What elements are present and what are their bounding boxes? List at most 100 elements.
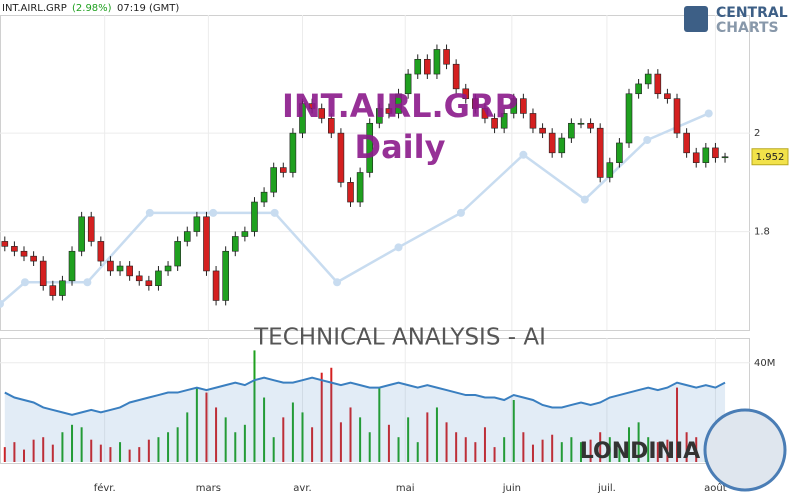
volume-bar: [541, 439, 544, 462]
candle-body: [97, 241, 105, 262]
candle-body: [558, 137, 566, 154]
volume-bar: [359, 417, 362, 462]
candle-body: [299, 103, 306, 134]
volume-bar: [272, 437, 275, 462]
volume-bar: [157, 437, 160, 462]
volume-bar: [560, 442, 563, 462]
volume-line: [4, 376, 726, 416]
logo-line1: CENTRAL: [716, 5, 788, 21]
volume-bar: [435, 407, 438, 462]
candle-body: [251, 201, 258, 232]
candle-body: [347, 182, 354, 203]
x-tick-label: mars: [196, 483, 221, 494]
candle-body: [616, 142, 623, 163]
candle-body: [577, 122, 585, 125]
candle-body: [164, 265, 172, 272]
candle-body: [702, 147, 710, 163]
candle-body: [318, 108, 326, 119]
candle-body: [500, 113, 508, 129]
candle-body: [712, 147, 719, 159]
last-price-label: 1.952: [756, 152, 785, 163]
x-tick-label: juil.: [597, 483, 616, 494]
volume-bar: [685, 432, 688, 462]
candle-body: [241, 231, 249, 237]
volume-bar: [291, 402, 294, 462]
candle-body: [491, 118, 498, 129]
candle-body: [155, 270, 162, 287]
candle-body: [174, 241, 181, 267]
volume-bar: [416, 442, 419, 462]
candle-body: [78, 216, 85, 252]
volume-bar: [138, 447, 141, 462]
volume-bar: [464, 437, 467, 462]
candle-body: [1, 241, 9, 247]
volume-bar: [167, 432, 170, 462]
candle-body: [183, 231, 191, 242]
candle-body: [212, 270, 220, 301]
volume-bar: [51, 444, 54, 462]
candle-body: [20, 250, 28, 257]
candle-body: [596, 127, 604, 178]
symbol: INT.AIRL.GRP: [2, 3, 67, 14]
volume-bar: [224, 417, 227, 462]
candle-body: [337, 132, 345, 183]
candle-body: [356, 172, 364, 203]
candle-body: [308, 103, 316, 109]
candle-body: [289, 132, 297, 173]
volume-bar: [23, 449, 26, 462]
volume-bar: [618, 444, 621, 462]
volume-bar: [339, 422, 342, 462]
y-tick-label: 2: [754, 128, 760, 139]
volume-bar: [90, 439, 93, 462]
volume-bar: [263, 397, 266, 462]
volume-bar: [282, 417, 285, 462]
candle-body: [443, 49, 450, 65]
volume-bar: [301, 412, 304, 462]
overlay-point: [580, 195, 589, 204]
volume-bar: [13, 442, 16, 462]
candle-body: [145, 280, 153, 287]
volume-bar: [147, 439, 150, 462]
volume-bar: [551, 434, 554, 462]
candle-body: [683, 132, 690, 154]
volume-bar: [128, 449, 131, 462]
change: (2.98%): [72, 3, 112, 14]
volume-bar: [215, 407, 218, 462]
candle-body: [433, 49, 441, 75]
candle-body: [68, 250, 76, 282]
candle-body: [462, 88, 470, 99]
watermark-period: Daily: [355, 128, 446, 166]
overlay-point: [209, 208, 218, 217]
volume-bar: [589, 439, 592, 462]
volume-bar: [445, 422, 448, 462]
volume-bar: [311, 427, 314, 462]
candle-body: [673, 98, 681, 134]
candle-body: [664, 93, 671, 99]
candle-body: [404, 73, 412, 95]
candle-body: [625, 93, 633, 144]
candle-body: [87, 216, 95, 242]
volume-bar: [483, 427, 486, 462]
volume-bar: [570, 437, 573, 462]
x-tick-label: févr.: [94, 482, 116, 494]
volume-bar: [195, 387, 198, 462]
brand: LONDINIA: [580, 439, 700, 464]
candle-body: [11, 246, 18, 252]
volume-bar: [234, 432, 237, 462]
candle-body: [520, 98, 527, 114]
volume-tick-label: 40M: [754, 358, 775, 369]
candle-body: [539, 127, 546, 134]
candle-body: [328, 118, 335, 134]
candle-body: [692, 152, 700, 163]
candle-body: [30, 255, 37, 262]
candle-body: [635, 83, 642, 95]
volume-bar: [253, 350, 256, 462]
volume-bar: [397, 437, 400, 462]
volume-bar: [205, 392, 208, 462]
candle-body: [481, 108, 489, 119]
candle-body: [270, 167, 277, 193]
avatar: [703, 408, 787, 492]
candle-body: [654, 73, 662, 95]
volume-bar: [637, 422, 640, 462]
